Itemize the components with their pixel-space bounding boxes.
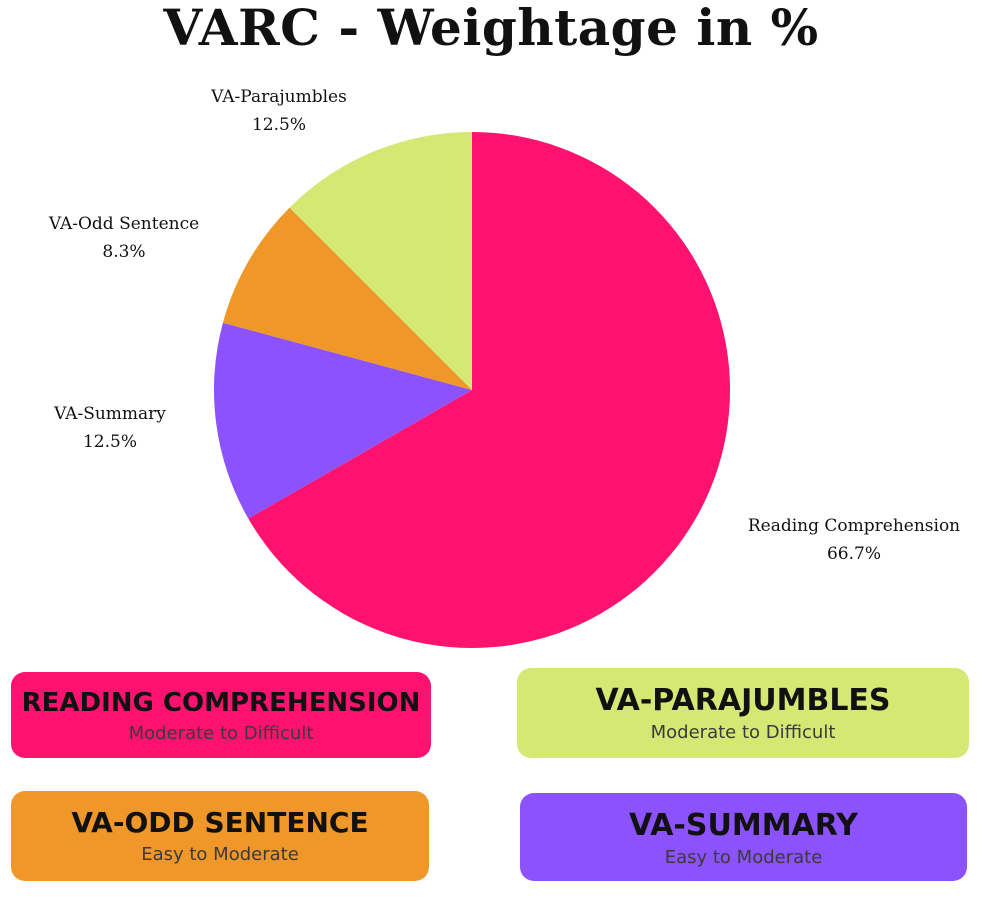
legend-card-subtitle: Moderate to Difficult — [128, 723, 314, 744]
legend-card-title: VA-PARAJUMBLES — [595, 683, 891, 718]
pie-slices — [214, 132, 731, 648]
pie-slice-va-odd-sentence — [222, 207, 472, 390]
legend-card-va-odd-sentence: VA-ODD SENTENCE Easy to Moderate — [11, 791, 429, 881]
legend-card-subtitle: Easy to Moderate — [664, 847, 823, 868]
slice-label-va-parajumbles: VA-Parajumbles 12.5% — [210, 87, 347, 135]
legend-card-title: READING COMPREHENSION — [21, 688, 421, 718]
pie-slice-va-summary — [214, 322, 472, 519]
legend-card-reading-comprehension: READING COMPREHENSION Moderate to Diffic… — [11, 672, 431, 758]
pie-slice-va-parajumbles — [289, 132, 472, 390]
legend-card-va-parajumbles: VA-PARAJUMBLES Moderate to Difficult — [517, 668, 969, 758]
slice-label-name: Reading Comprehension — [748, 516, 960, 536]
chart-title: VARC - Weightage in % — [163, 0, 819, 57]
pie-chart: Reading Comprehension 66.7% VA-Summary 1… — [48, 87, 960, 648]
legend-card-title: VA-SUMMARY — [629, 808, 858, 843]
pie-slice-reading-comprehension — [248, 132, 731, 648]
slice-label-value: 12.5% — [252, 115, 306, 135]
legend-card-subtitle: Easy to Moderate — [141, 844, 299, 865]
legend-card-subtitle: Moderate to Difficult — [650, 722, 836, 743]
slice-label-value: 8.3% — [102, 242, 145, 262]
legend-card-va-summary: VA-SUMMARY Easy to Moderate — [520, 793, 967, 881]
slice-label-name: VA-Parajumbles — [210, 87, 347, 107]
slice-label-va-summary: VA-Summary 12.5% — [53, 404, 166, 452]
pie-labels: Reading Comprehension 66.7% VA-Summary 1… — [48, 87, 960, 564]
slice-label-va-odd-sentence: VA-Odd Sentence 8.3% — [48, 214, 199, 262]
slice-label-reading-comprehension: Reading Comprehension 66.7% — [748, 516, 960, 564]
slice-label-value: 12.5% — [83, 432, 137, 452]
legend-card-title: VA-ODD SENTENCE — [71, 806, 369, 839]
slice-label-name: VA-Odd Sentence — [48, 214, 199, 234]
slice-label-value: 66.7% — [827, 544, 881, 564]
slice-label-name: VA-Summary — [53, 404, 166, 424]
